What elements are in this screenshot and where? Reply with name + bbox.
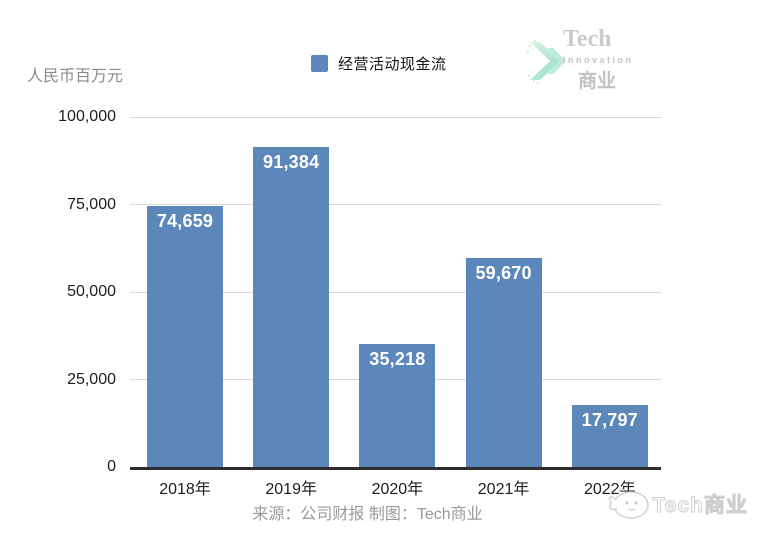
y-tick-label: 75,000	[67, 195, 116, 213]
y-tick-label: 50,000	[67, 283, 116, 300]
gridline	[130, 116, 661, 118]
x-tick-label: 2021年	[477, 481, 530, 498]
bar: 59,670	[465, 258, 542, 467]
axis-unit-label: 人民币百万元	[27, 68, 124, 85]
legend-label: 经营活动现金流	[338, 56, 447, 73]
watermark-text: Tech商业	[652, 494, 748, 518]
bar: 17,797	[571, 404, 648, 467]
bar: 35,218	[359, 343, 436, 467]
bar-value-label: 17,797	[581, 409, 638, 430]
y-tick-label: 25,000	[67, 370, 116, 388]
bar: 74,659	[147, 205, 223, 467]
x-tick-label: 2020年	[371, 481, 424, 498]
source-caption: 来源：公司财报 制图：Tech商业	[252, 506, 483, 523]
x-tick-label: 2018年	[159, 481, 211, 498]
logo-chinese-name: 商业	[578, 71, 617, 92]
gridline	[130, 204, 661, 205]
chevron-arrow-icon	[527, 39, 566, 84]
bar-value-label: 35,218	[369, 348, 426, 369]
watermark: Tech商业	[605, 485, 748, 523]
y-tick-label: 100,000	[58, 108, 116, 125]
bar: 91,384	[253, 147, 330, 467]
bar-value-label: 74,659	[156, 210, 214, 231]
logo-wordmark: Tech	[563, 26, 612, 52]
bar-value-label: 59,670	[475, 263, 532, 284]
brand-logo: Tech Innovation 商业	[525, 22, 655, 92]
gridline	[130, 291, 661, 293]
x-tick-label: 2019年	[265, 481, 317, 498]
legend: 经营活动现金流	[311, 53, 447, 74]
plot-area: 74,659 91,384 35,218 59,670 17,797	[130, 116, 661, 470]
logo-subtitle: Innovation	[563, 55, 634, 65]
doodle-face-icon	[608, 487, 649, 519]
legend-swatch-icon	[311, 55, 328, 72]
y-tick-label: 0	[107, 458, 116, 475]
bar-value-label: 91,384	[263, 152, 320, 173]
